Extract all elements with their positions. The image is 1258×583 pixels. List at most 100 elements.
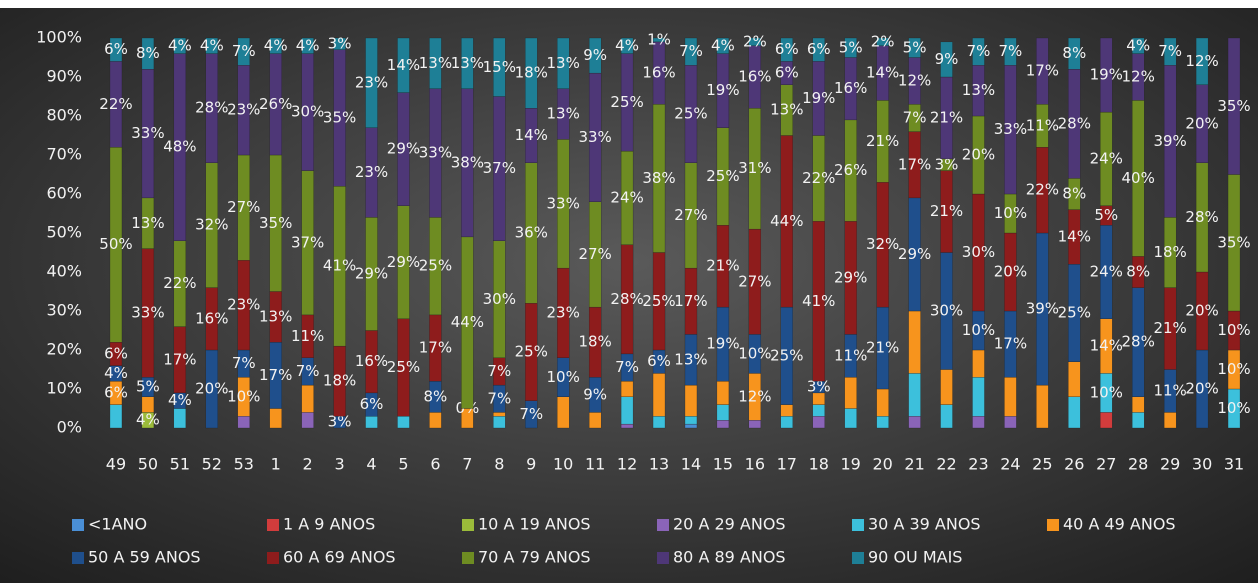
x-tick-label: 9 (526, 455, 536, 474)
bar-segment (876, 416, 889, 429)
data-label: 16% (355, 352, 388, 370)
data-label: 27% (227, 198, 260, 216)
data-label: 14% (515, 126, 548, 144)
bar-segment (237, 416, 250, 429)
data-label: 33% (131, 303, 164, 321)
data-label: 4% (168, 36, 192, 54)
data-label: 30% (291, 103, 324, 121)
bar-segment (333, 37, 346, 50)
data-label: 25% (387, 358, 420, 376)
y-tick-label: 70% (46, 145, 82, 164)
data-label: 12% (1122, 68, 1155, 86)
legend-label: 30 A 39 ANOS (868, 515, 981, 534)
y-tick-label: 80% (46, 106, 82, 125)
legend-label: 10 A 19 ANOS (478, 515, 591, 534)
bar-segment (684, 384, 698, 417)
legend-swatch (657, 552, 669, 564)
data-label: 29% (898, 245, 931, 263)
data-label: 29% (387, 140, 420, 158)
data-label: 20% (195, 380, 228, 398)
data-label: 21% (930, 108, 963, 126)
data-label: 20% (1185, 302, 1218, 320)
data-label: 20% (1185, 380, 1218, 398)
data-label: 37% (291, 233, 324, 251)
data-label: 16% (738, 68, 771, 86)
bar-segment (908, 37, 921, 58)
legend-label: 80 A 89 ANOS (673, 548, 786, 567)
bar-segment (1004, 377, 1017, 417)
x-tick-label: 53 (234, 455, 254, 474)
data-label: 5% (136, 378, 160, 396)
x-tick-label: 51 (170, 455, 190, 474)
x-tick-label: 23 (968, 455, 988, 474)
data-label: 18% (323, 372, 356, 390)
data-label: 19% (802, 89, 835, 107)
data-label: 12% (898, 71, 931, 89)
data-label: 1% (647, 30, 671, 48)
data-label: 19% (1090, 66, 1123, 84)
x-tick-label: 4 (366, 455, 376, 474)
bar-segment (812, 37, 825, 62)
data-label: 25% (419, 257, 452, 275)
bar-segment (237, 37, 250, 66)
x-tick-label: 24 (1000, 455, 1020, 474)
x-tick-label: 2 (303, 455, 313, 474)
data-label: 13% (131, 214, 164, 232)
data-label: 20% (962, 146, 995, 164)
data-label: 7% (487, 362, 511, 380)
bar-segment (1163, 37, 1177, 66)
bar-segment (1068, 396, 1081, 429)
bar-segment (780, 416, 793, 429)
bar-segment (972, 349, 985, 378)
data-label: 22% (163, 274, 196, 292)
legend-label: 90 OU MAIS (868, 548, 962, 567)
data-label: 10% (1090, 383, 1123, 401)
x-tick-label: 6 (430, 455, 440, 474)
data-label: 41% (802, 292, 835, 310)
y-tick-label: 20% (46, 340, 82, 359)
data-label: 14% (387, 56, 420, 74)
legend-swatch (462, 519, 474, 531)
data-label: 40% (1122, 169, 1155, 187)
data-label: 33% (419, 144, 452, 162)
bar-segment (429, 37, 442, 89)
data-label: 10% (1217, 399, 1250, 417)
bar-segment (1036, 37, 1049, 105)
y-tick-label: 60% (46, 184, 82, 203)
data-label: 4% (711, 36, 735, 54)
bar-segment (972, 416, 985, 429)
x-tick-label: 25 (1032, 455, 1052, 474)
bar-segment (1132, 396, 1145, 413)
bar-segment (716, 420, 730, 429)
data-label: 21% (1153, 319, 1186, 337)
data-label: 28% (1058, 114, 1091, 132)
data-label: 4% (296, 36, 320, 54)
data-label: 4% (168, 391, 192, 409)
data-label: 8% (1126, 263, 1150, 281)
legend-label: 50 A 59 ANOS (88, 548, 201, 567)
data-label: 21% (930, 202, 963, 220)
bar-segment (684, 416, 698, 425)
data-label: 44% (451, 313, 484, 331)
data-label: 7% (232, 42, 256, 60)
data-label: 31% (738, 159, 771, 177)
bar-segment (716, 381, 730, 405)
data-label: 26% (834, 161, 867, 179)
x-tick-label: 28 (1128, 455, 1148, 474)
data-label: 11% (1153, 381, 1186, 399)
x-tick-label: 11 (585, 455, 605, 474)
data-label: 21% (706, 257, 739, 275)
data-label: 16% (195, 309, 228, 327)
x-tick-label: 15 (713, 455, 733, 474)
bar-segment (397, 37, 410, 93)
bar-segment (109, 37, 123, 62)
legend-swatch (1047, 519, 1059, 531)
data-label: 17% (898, 155, 931, 173)
bar-segment (684, 423, 698, 429)
y-tick-label: 90% (46, 67, 82, 86)
data-label: 13% (547, 54, 580, 72)
bar-segment (1132, 37, 1145, 54)
x-tick-label: 30 (1192, 455, 1212, 474)
bar-segment (972, 377, 985, 417)
x-tick-label: 22 (936, 455, 956, 474)
